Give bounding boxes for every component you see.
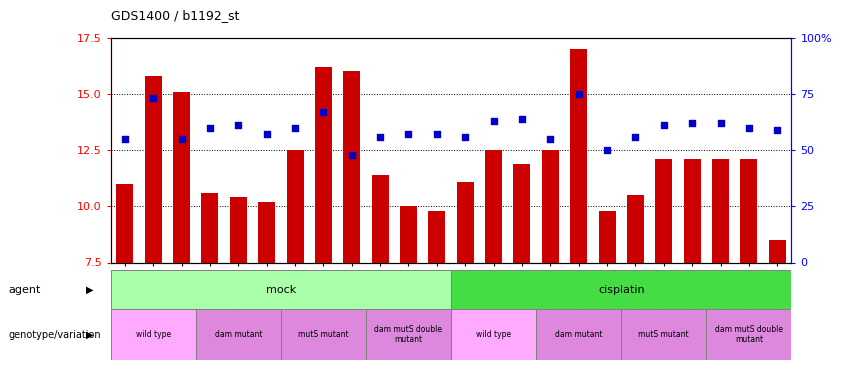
Point bbox=[742, 124, 756, 130]
Bar bbox=[740, 159, 757, 262]
Bar bbox=[627, 195, 644, 262]
Text: ▶: ▶ bbox=[86, 330, 93, 340]
Point bbox=[203, 124, 217, 130]
Point bbox=[770, 127, 784, 133]
Text: dam mutant: dam mutant bbox=[214, 330, 262, 339]
Bar bbox=[202, 193, 219, 262]
Bar bbox=[428, 211, 445, 262]
Point bbox=[515, 116, 528, 122]
Text: dam mutant: dam mutant bbox=[555, 330, 603, 339]
Point bbox=[572, 91, 585, 97]
Bar bbox=[513, 164, 530, 262]
Text: ▶: ▶ bbox=[86, 285, 93, 295]
Point bbox=[317, 109, 330, 115]
Point bbox=[459, 134, 472, 140]
Text: GDS1400 / b1192_st: GDS1400 / b1192_st bbox=[111, 9, 239, 22]
Point bbox=[288, 124, 302, 130]
Text: mock: mock bbox=[266, 285, 296, 295]
Bar bbox=[768, 240, 785, 262]
Point bbox=[402, 131, 415, 137]
Point bbox=[600, 147, 614, 153]
Bar bbox=[570, 49, 587, 262]
Point bbox=[174, 136, 188, 142]
Bar bbox=[683, 159, 700, 262]
Bar bbox=[451, 309, 536, 360]
Bar bbox=[485, 150, 502, 262]
Point bbox=[657, 122, 671, 128]
Bar bbox=[343, 71, 360, 262]
Bar bbox=[451, 270, 791, 309]
Point bbox=[118, 136, 132, 142]
Point bbox=[714, 120, 728, 126]
Text: wild type: wild type bbox=[476, 330, 511, 339]
Text: agent: agent bbox=[9, 285, 41, 295]
Bar bbox=[400, 206, 417, 262]
Bar bbox=[117, 184, 134, 262]
Point bbox=[430, 131, 443, 137]
Text: cisplatin: cisplatin bbox=[598, 285, 644, 295]
Bar bbox=[706, 309, 791, 360]
Bar bbox=[145, 76, 162, 262]
Bar bbox=[712, 159, 729, 262]
Bar bbox=[372, 175, 389, 262]
Bar bbox=[655, 159, 672, 262]
Bar bbox=[111, 270, 451, 309]
Bar bbox=[536, 309, 621, 360]
Bar bbox=[173, 92, 190, 262]
Bar bbox=[196, 309, 281, 360]
Bar bbox=[281, 309, 366, 360]
Bar bbox=[230, 197, 247, 262]
Point bbox=[544, 136, 557, 142]
Bar bbox=[111, 309, 196, 360]
Bar bbox=[621, 309, 706, 360]
Text: dam mutS double
mutant: dam mutS double mutant bbox=[715, 325, 783, 344]
Text: mutS mutant: mutS mutant bbox=[638, 330, 689, 339]
Bar bbox=[287, 150, 304, 262]
Bar bbox=[258, 202, 275, 262]
Bar bbox=[366, 309, 451, 360]
Point bbox=[146, 95, 160, 101]
Bar bbox=[598, 211, 615, 262]
Point bbox=[487, 118, 500, 124]
Point bbox=[374, 134, 387, 140]
Point bbox=[629, 134, 643, 140]
Text: genotype/variation: genotype/variation bbox=[9, 330, 101, 340]
Bar bbox=[457, 182, 474, 262]
Text: mutS mutant: mutS mutant bbox=[298, 330, 349, 339]
Point bbox=[685, 120, 699, 126]
Point bbox=[260, 131, 273, 137]
Point bbox=[231, 122, 245, 128]
Text: dam mutS double
mutant: dam mutS double mutant bbox=[374, 325, 443, 344]
Bar bbox=[315, 67, 332, 262]
Point bbox=[345, 152, 358, 157]
Bar bbox=[542, 150, 559, 262]
Text: wild type: wild type bbox=[135, 330, 171, 339]
